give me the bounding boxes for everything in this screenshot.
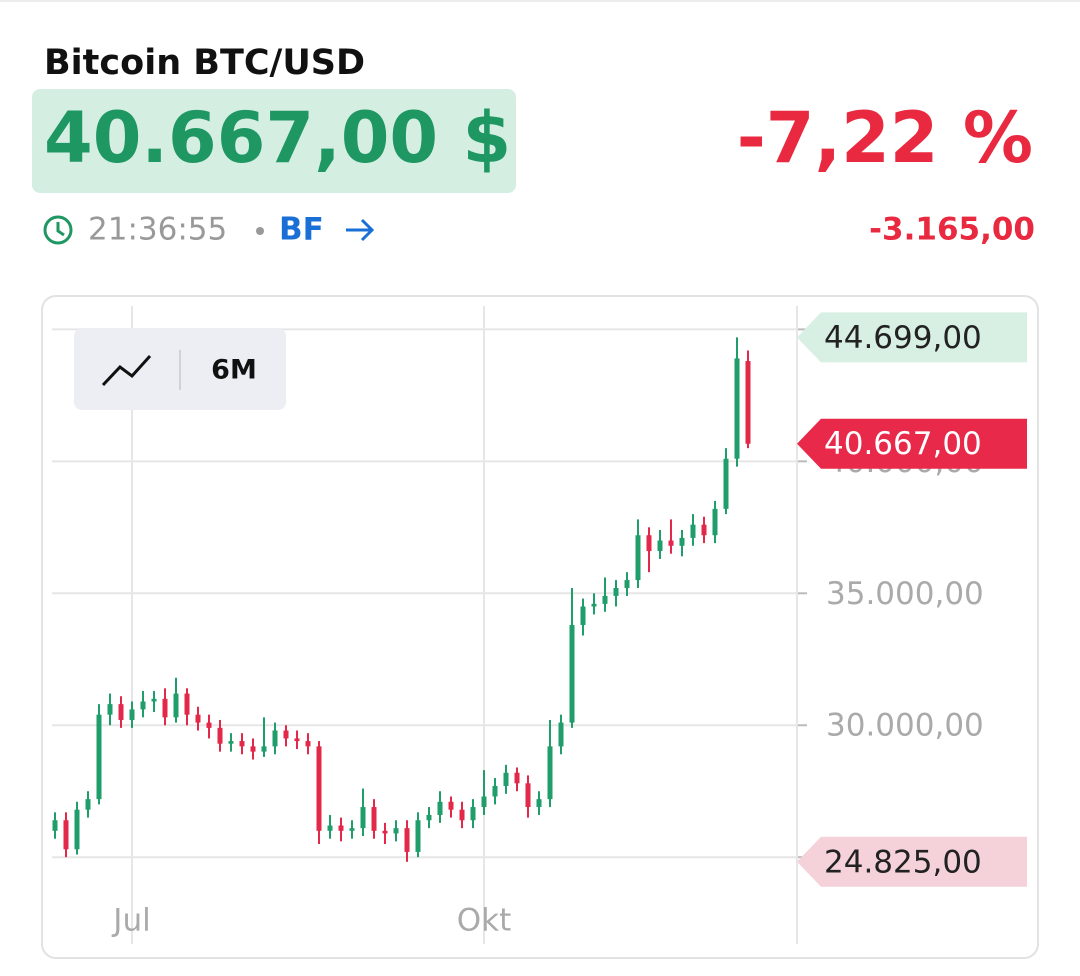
candle-body xyxy=(745,361,751,444)
candle-body xyxy=(217,727,223,744)
change: -3.165,00 xyxy=(869,212,1035,248)
candle-body xyxy=(360,807,366,829)
candle-body xyxy=(580,606,586,625)
candle-body xyxy=(503,772,509,786)
candle-body xyxy=(52,820,58,831)
candle-body xyxy=(459,809,465,821)
candle-body xyxy=(85,799,91,810)
price-marker-label: 24.825,00 xyxy=(824,844,982,880)
candle-body xyxy=(646,535,652,552)
candle-body xyxy=(74,809,80,850)
candle-body xyxy=(481,796,487,808)
candle-body xyxy=(393,828,399,834)
candle-body xyxy=(514,772,520,784)
price-marker-label: 40.667,00 xyxy=(824,426,982,462)
candle-body xyxy=(338,825,344,831)
candle-body xyxy=(602,595,608,604)
price-marker xyxy=(797,418,1027,469)
candle-body xyxy=(437,801,443,815)
candle-body xyxy=(525,783,531,808)
candle-body xyxy=(734,358,740,459)
line-chart-toggle[interactable] xyxy=(101,354,152,387)
candle-body xyxy=(173,693,179,718)
candle-body xyxy=(107,704,113,715)
candle-body xyxy=(723,458,729,509)
time: 21:36:55 xyxy=(88,212,227,248)
candle-body xyxy=(547,746,553,800)
candle-body xyxy=(558,722,564,747)
change-percent: -7,22 % xyxy=(737,97,1033,179)
candle-body xyxy=(294,738,300,742)
candle-body xyxy=(151,698,157,702)
candle-body xyxy=(195,714,201,723)
price: 40.667,00 $ xyxy=(44,97,511,179)
plot: 25.000,0030.000,0035.000,0040.000,0045.0… xyxy=(52,306,1027,944)
candle-body xyxy=(327,825,333,831)
candle-body xyxy=(96,714,102,800)
x-tick-label: Jul xyxy=(111,903,150,939)
arrow-icon[interactable] xyxy=(346,218,375,242)
source[interactable]: BF xyxy=(279,212,324,248)
candle-body xyxy=(272,730,278,747)
candle-body xyxy=(283,730,289,739)
candle-body xyxy=(305,741,311,747)
candle-body xyxy=(448,801,454,810)
x-tick-label: Okt xyxy=(457,903,512,939)
candle-body xyxy=(426,814,432,821)
candle-body xyxy=(118,704,124,720)
candle-body xyxy=(591,603,597,607)
price-box xyxy=(32,89,516,193)
candle-body xyxy=(404,828,410,852)
candle-body xyxy=(239,741,245,747)
candle-body xyxy=(635,535,641,581)
candle-body xyxy=(470,807,476,821)
candle-body xyxy=(613,588,619,596)
price-marker xyxy=(797,836,1027,887)
candle-body xyxy=(624,580,630,589)
candle-body xyxy=(679,537,685,546)
candle-body xyxy=(250,746,256,752)
candle-body xyxy=(349,828,355,831)
candle-body xyxy=(690,524,696,538)
separator xyxy=(256,227,264,235)
candle-body xyxy=(228,741,234,744)
candle-body xyxy=(668,540,674,546)
candle-body xyxy=(261,746,267,752)
candle-body xyxy=(712,508,718,536)
candle-body xyxy=(569,624,575,723)
candle-body xyxy=(316,746,322,831)
title: Bitcoin BTC/USD xyxy=(44,43,365,83)
candle-body xyxy=(492,785,498,797)
clock-icon xyxy=(43,215,73,245)
candle-body xyxy=(206,722,212,728)
candle-body xyxy=(140,701,146,710)
candle-body xyxy=(382,830,388,834)
candle-body xyxy=(63,820,69,850)
candle-body xyxy=(415,820,421,852)
price-marker-label: 44.699,00 xyxy=(824,320,982,356)
candle-body xyxy=(701,524,707,536)
candle-body xyxy=(657,540,663,552)
candle-body xyxy=(371,807,377,831)
candle-body xyxy=(184,693,190,715)
candle-body xyxy=(162,698,168,718)
range-button[interactable]: 6M xyxy=(211,355,257,386)
y-tick-label: 30.000,00 xyxy=(826,708,984,744)
candle-body xyxy=(129,709,135,720)
candle-body xyxy=(536,799,542,808)
y-tick-label: 35.000,00 xyxy=(826,576,984,612)
price-marker xyxy=(797,312,1027,363)
